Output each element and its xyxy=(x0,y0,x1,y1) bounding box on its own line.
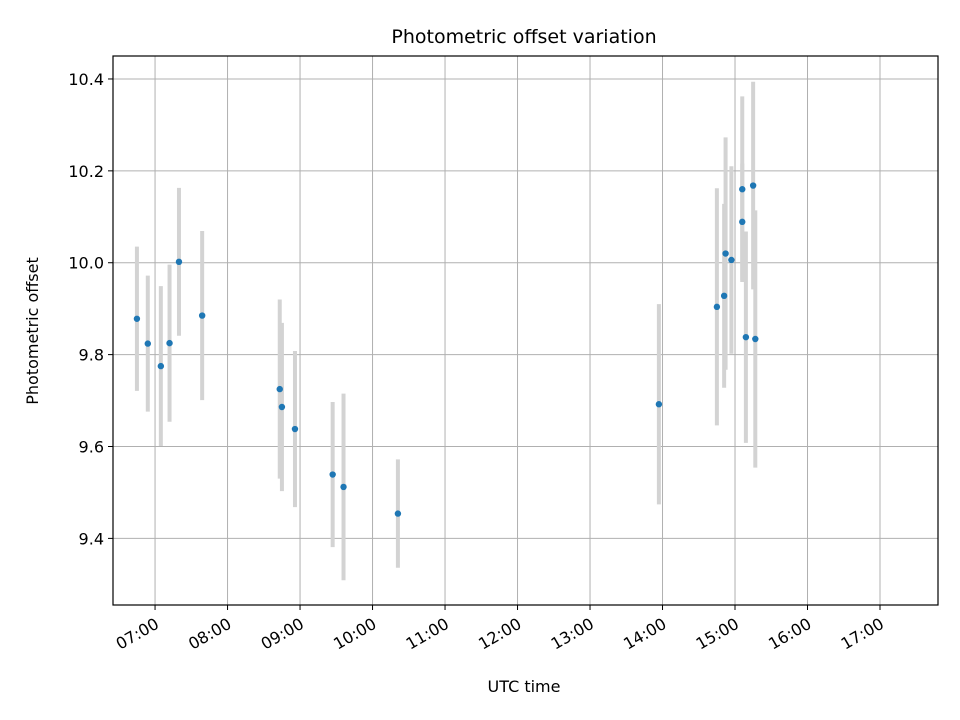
x-axis-label: UTC time xyxy=(488,677,561,696)
y-tick-label: 9.6 xyxy=(79,438,104,457)
y-tick-label: 10.4 xyxy=(68,70,104,89)
data-point xyxy=(739,186,746,193)
data-point xyxy=(133,315,141,322)
data-point xyxy=(340,483,347,491)
data-point xyxy=(742,333,750,341)
chart-title: Photometric offset variation xyxy=(391,26,656,48)
y-tick-label: 9.4 xyxy=(79,529,104,548)
y-tick-label: 10.2 xyxy=(68,162,104,181)
data-point xyxy=(198,312,206,319)
data-point xyxy=(291,425,299,433)
data-point xyxy=(394,510,402,517)
data-point xyxy=(157,362,165,370)
data-point xyxy=(728,256,735,264)
data-point xyxy=(166,339,173,347)
data-point xyxy=(720,292,728,300)
y-axis-ticks: 9.4 9.6 9.8 10.0 10.2 10.4 xyxy=(68,70,113,548)
data-point xyxy=(722,250,729,257)
data-point xyxy=(276,385,283,393)
data-points xyxy=(133,182,759,517)
data-point xyxy=(655,401,663,408)
plot-frame xyxy=(112,55,939,606)
data-point xyxy=(278,403,286,411)
data-point xyxy=(329,471,336,478)
data-point xyxy=(713,303,721,311)
y-tick-label: 9.8 xyxy=(79,346,104,365)
y-tick-label: 10.0 xyxy=(68,254,104,273)
data-point xyxy=(752,335,759,343)
data-point xyxy=(144,340,151,347)
data-point xyxy=(175,258,183,266)
grid xyxy=(113,56,938,605)
y-axis-label: Photometric offset xyxy=(23,257,42,405)
data-point xyxy=(749,182,757,189)
data-point xyxy=(739,218,746,226)
